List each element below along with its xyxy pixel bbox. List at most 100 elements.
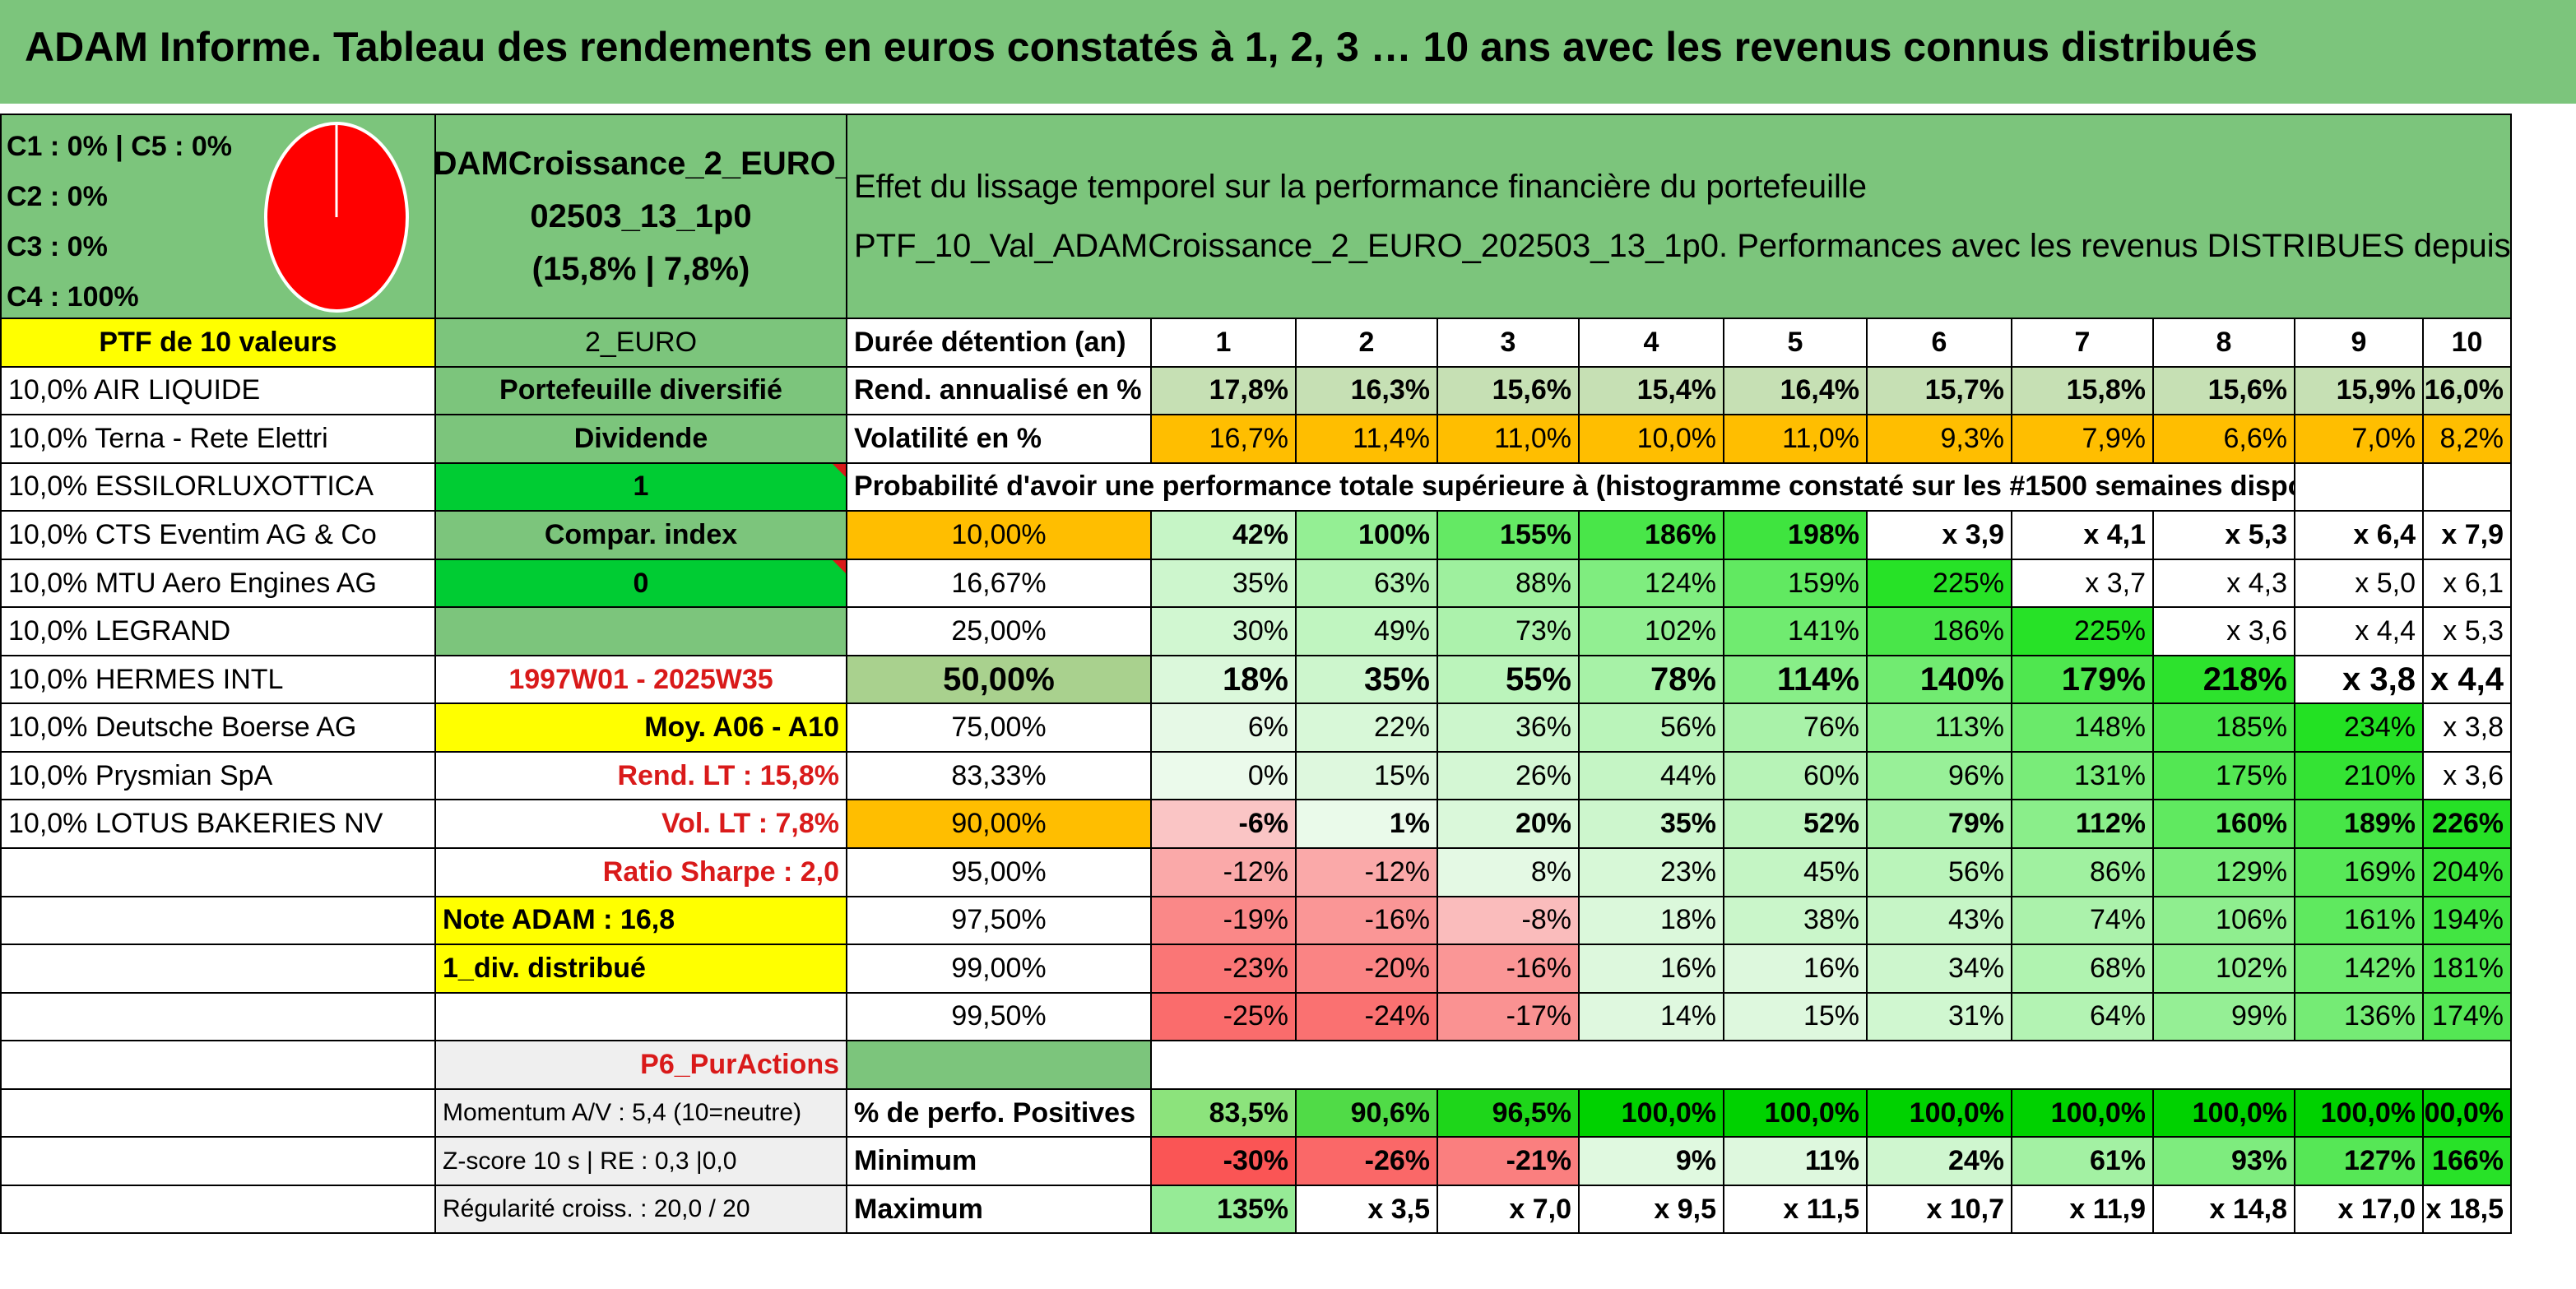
probability-value: 186% xyxy=(1580,512,1724,560)
probability-value: 20% xyxy=(1438,800,1580,850)
probability-value: x 5,3 xyxy=(2154,512,2295,560)
vol-value: 16,7% xyxy=(1152,415,1297,464)
probability-value: 60% xyxy=(1724,752,1868,801)
probability-label: 97,50% xyxy=(847,897,1152,946)
max-value: x 17,0 xyxy=(2295,1185,2424,1235)
probability-value: 102% xyxy=(2154,945,2295,994)
portfolio-name-cell: ADAMCroissance_2_EURO_2 02503_13_1p0 (15… xyxy=(436,115,847,319)
probability-value: 131% xyxy=(2012,752,2154,801)
holdings-header: PTF de 10 valeurs xyxy=(2,319,436,368)
probability-value: -12% xyxy=(1152,849,1297,897)
pos-value: 96,5% xyxy=(1438,1089,1580,1138)
probability-value: 99% xyxy=(2154,993,2295,1042)
probability-label: 10,00% xyxy=(847,512,1152,560)
probability-value: 102% xyxy=(1580,608,1724,656)
effet-line: Effet du lissage temporel sur la perform… xyxy=(854,169,1868,205)
probability-value: 179% xyxy=(2012,656,2154,705)
probability-value: 96% xyxy=(1868,752,2012,801)
pos-value: 83,5% xyxy=(1152,1089,1297,1138)
report-header: ADAM Informe. Tableau des rendements en … xyxy=(0,0,2576,104)
probability-value: 44% xyxy=(1580,752,1724,801)
max-value: x 10,7 xyxy=(1868,1185,2012,1235)
year-header: 5 xyxy=(1724,319,1868,368)
year-header: 10 xyxy=(2424,319,2512,368)
empty-cell xyxy=(1152,1041,2512,1090)
pos-value: 100,0% xyxy=(2295,1089,2424,1138)
holding-row: 10,0% ESSILORLUXOTTICA xyxy=(2,463,436,512)
max-value: x 7,0 xyxy=(1438,1185,1580,1235)
empty-cell xyxy=(2,945,436,994)
rend-value: 15,9% xyxy=(2295,367,2424,416)
probability-value: 136% xyxy=(2295,993,2424,1042)
min-value: -26% xyxy=(1297,1138,1438,1186)
compar-label: Compar. index xyxy=(436,512,847,560)
min-value: 11% xyxy=(1724,1138,1868,1186)
probability-value: 15% xyxy=(1724,993,1868,1042)
probability-value: 234% xyxy=(2295,704,2424,753)
report-title: ADAM Informe. Tableau des rendements en … xyxy=(25,24,2258,70)
holding-row: 10,0% CTS Eventim AG & Co xyxy=(2,512,436,560)
min-value: 61% xyxy=(2012,1138,2154,1186)
probability-value: 23% xyxy=(1580,849,1724,897)
effet-description-cell: Effet du lissage temporel sur la perform… xyxy=(847,115,2512,319)
legend-line: C1 : 0% | C5 : 0% xyxy=(7,131,233,162)
probability-value: -24% xyxy=(1297,993,1438,1042)
category-cell: P6_PurActions xyxy=(436,1041,847,1090)
sharpe-cell: Ratio Sharpe : 2,0 xyxy=(436,849,847,897)
empty-green-cell xyxy=(436,608,847,656)
max-value: 135% xyxy=(1152,1185,1297,1235)
probability-value: 161% xyxy=(2295,897,2424,946)
empty-cell xyxy=(436,993,847,1042)
probability-value: 114% xyxy=(1724,656,1868,705)
probability-value: x 4,4 xyxy=(2295,608,2424,656)
probability-value: 160% xyxy=(2154,800,2295,850)
empty-cell xyxy=(2,1185,436,1235)
probability-label: 90,00% xyxy=(847,800,1152,850)
probability-value: x 6,1 xyxy=(2424,559,2512,609)
currency-cell: 2_EURO xyxy=(436,319,847,368)
probability-value: 36% xyxy=(1438,704,1580,753)
moy-cell: Moy. A06 - A10 xyxy=(436,704,847,753)
allocation-pie-chart xyxy=(264,122,409,313)
allocation-legend: C1 : 0% | C5 : 0% C2 : 0% C3 : 0% C4 : 1… xyxy=(7,122,233,318)
probability-value: 55% xyxy=(1438,656,1580,705)
probability-value: 16% xyxy=(1724,945,1868,994)
div-cell: 1_div. distribué xyxy=(436,945,847,994)
probability-value: -17% xyxy=(1438,993,1580,1042)
rend-value: 16,4% xyxy=(1724,367,1868,416)
probability-value: 31% xyxy=(1868,993,2012,1042)
vol-value: 11,0% xyxy=(1724,415,1868,464)
vol-value: 10,0% xyxy=(1580,415,1724,464)
empty-cell xyxy=(2,993,436,1042)
probability-value: 56% xyxy=(1580,704,1724,753)
probability-value: 210% xyxy=(2295,752,2424,801)
pos-value: 100,0% xyxy=(2424,1089,2512,1138)
probability-value: 8% xyxy=(1438,849,1580,897)
probability-value: 73% xyxy=(1438,608,1580,656)
probability-value: 174% xyxy=(2424,993,2512,1042)
vol-value: 6,6% xyxy=(2154,415,2295,464)
compar-value: 0 xyxy=(436,559,847,609)
probability-value: 159% xyxy=(1724,559,1868,609)
year-header: 8 xyxy=(2154,319,2295,368)
probability-value: -16% xyxy=(1297,897,1438,946)
probability-value: 106% xyxy=(2154,897,2295,946)
vol-lt-cell: Vol. LT : 7,8% xyxy=(436,800,847,850)
probability-value: 198% xyxy=(1724,512,1868,560)
pos-label: % de perfo. Positives xyxy=(847,1089,1152,1138)
probability-value: 185% xyxy=(2154,704,2295,753)
probability-value: 181% xyxy=(2424,945,2512,994)
legend-line: C3 : 0% xyxy=(7,231,108,262)
min-value: 127% xyxy=(2295,1138,2424,1186)
pos-value: 90,6% xyxy=(1297,1089,1438,1138)
probability-value: 1% xyxy=(1297,800,1438,850)
portfolio-type-cell: Portefeuille diversifié xyxy=(436,367,847,416)
rend-label: Rend. annualisé en % xyxy=(847,367,1152,416)
pos-value: 100,0% xyxy=(2154,1089,2295,1138)
pos-value: 100,0% xyxy=(1724,1089,1868,1138)
max-value: x 9,5 xyxy=(1580,1185,1724,1235)
probability-value: 124% xyxy=(1580,559,1724,609)
effet-line: PTF_10_Val_ADAMCroissance_2_EURO_202503_… xyxy=(854,228,2512,264)
probability-value: 56% xyxy=(1868,849,2012,897)
max-value: x 11,9 xyxy=(2012,1185,2154,1235)
